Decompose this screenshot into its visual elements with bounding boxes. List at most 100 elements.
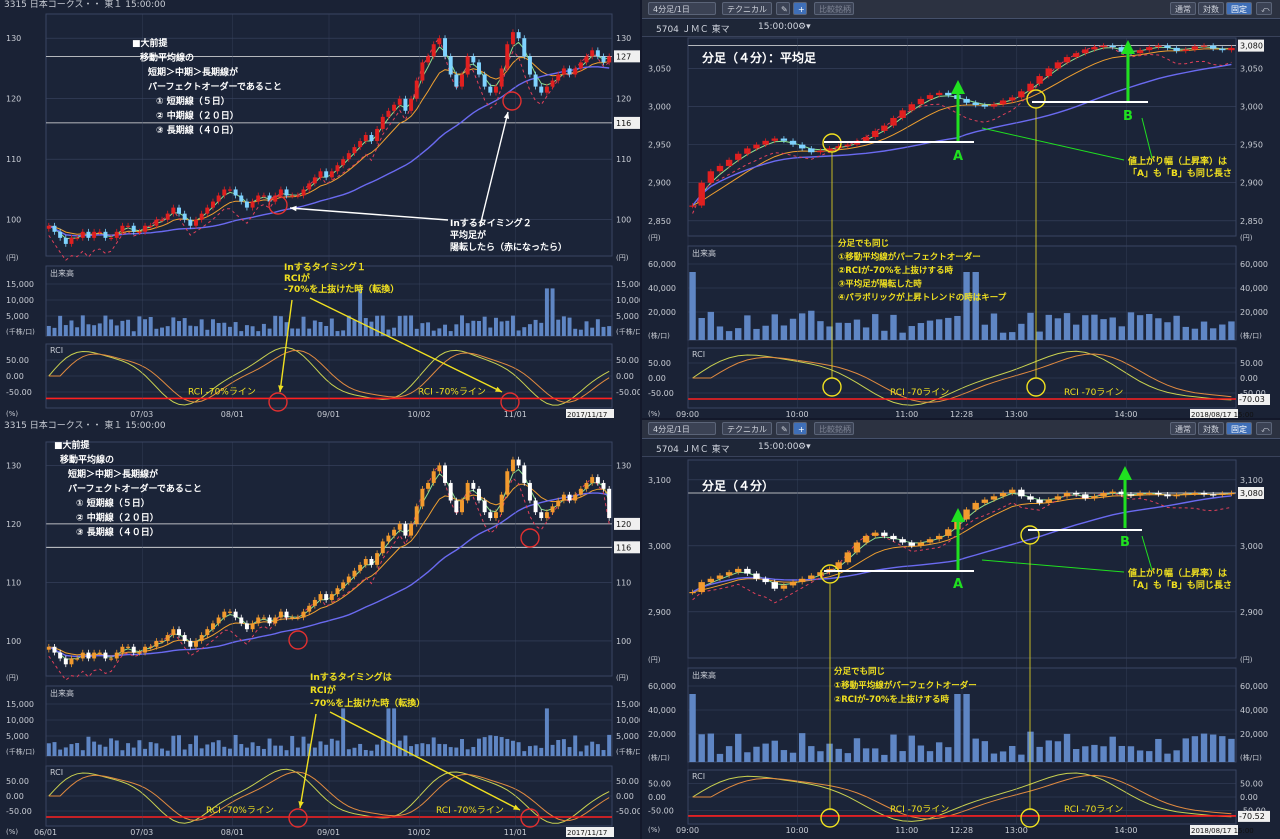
volume-bar xyxy=(561,739,566,756)
settings-gear-icon[interactable]: ⚙▾ xyxy=(798,442,811,452)
volume-bar xyxy=(312,320,317,336)
candle-body xyxy=(63,658,68,665)
volume-bar xyxy=(595,744,600,756)
settings-gear-icon[interactable]: ⚙▾ xyxy=(798,22,811,32)
undo-icon[interactable]: ⤺ xyxy=(1256,2,1272,15)
price-tick-left: 3,050 xyxy=(648,64,671,73)
candle-body xyxy=(945,529,952,536)
candle-body xyxy=(689,592,696,594)
price-marker-badge xyxy=(614,517,640,530)
crosshair-icon[interactable]: + xyxy=(793,2,807,15)
price-tick-right: 120 xyxy=(616,95,631,104)
volume-bar xyxy=(86,324,91,336)
candle-body xyxy=(516,459,521,466)
technical-button[interactable]: テクニカル xyxy=(722,422,772,435)
timing2-arrow xyxy=(289,207,449,221)
chart-canvas[interactable]: 3,050 3,050 3,000 3,000 2,950 2,950 2,900 2,900… xyxy=(642,0,1280,418)
price-tick-right: 3,000 xyxy=(1240,103,1263,112)
volume-bar xyxy=(826,326,833,340)
volume-bar xyxy=(539,322,544,336)
volume-bar xyxy=(1191,328,1199,340)
candle-body xyxy=(522,38,527,57)
price-unit-label: (円) xyxy=(648,234,661,242)
volume-bar xyxy=(69,320,74,336)
symbol-header: 5704 ＪＭＣ 東マ xyxy=(656,445,730,455)
candle-body xyxy=(567,68,572,75)
candle-body xyxy=(120,646,125,653)
volume-bar xyxy=(386,329,391,336)
volume-bar xyxy=(753,746,760,762)
candle-body xyxy=(899,539,906,543)
chart-canvas[interactable]: 130130120120110110100100(円)(円)120116出来高1… xyxy=(0,418,640,839)
compare-button[interactable]: 比較銘柄 xyxy=(814,2,854,15)
price-marker-label: 127 xyxy=(616,52,631,61)
candle-body xyxy=(698,182,705,206)
undo-icon[interactable]: ⤺ xyxy=(1256,422,1272,435)
volume-bar xyxy=(420,743,425,756)
candle-body xyxy=(590,477,595,483)
candle-body xyxy=(97,231,102,233)
pencil-icon[interactable]: ✎ xyxy=(776,422,790,435)
mode-log-button[interactable]: 対数 xyxy=(1198,422,1224,435)
mode-log-button[interactable]: 対数 xyxy=(1198,2,1224,15)
candle-body xyxy=(97,652,102,654)
volume-bar xyxy=(808,310,815,340)
volume-bar xyxy=(1109,736,1116,762)
mode-fixed-button[interactable]: 固定 xyxy=(1226,422,1252,435)
candle-body xyxy=(707,578,715,583)
pencil-icon[interactable]: ✎ xyxy=(776,2,790,15)
volume-bar xyxy=(148,742,153,756)
volume-bar xyxy=(872,314,879,340)
candle-body xyxy=(539,512,544,519)
candle-body xyxy=(1228,493,1235,495)
volume-tick-left: 10,000 xyxy=(6,296,34,305)
volume-bar xyxy=(369,750,374,756)
candle-body xyxy=(817,150,824,153)
volume-bar xyxy=(707,733,715,762)
candle-body xyxy=(86,231,91,238)
chart-canvas[interactable]: 130 130 120 120 110 110 100 100 (円) (円) 127 116 出来高 1… xyxy=(0,0,640,418)
premise-note: 短期＞中期＞長期線が xyxy=(148,66,239,78)
candle-body xyxy=(744,148,751,154)
volume-bar xyxy=(290,328,295,336)
volume-bar xyxy=(917,323,925,340)
candle-body xyxy=(363,559,368,565)
method-note: 分足でも同じ xyxy=(838,238,889,249)
candle-body xyxy=(527,482,532,501)
candle-body xyxy=(295,617,300,619)
rci-line-label: RCI -70ライン xyxy=(890,387,949,398)
volume-bar xyxy=(392,708,397,756)
candle-body xyxy=(437,465,442,472)
volume-bar xyxy=(881,754,888,762)
x-tick: 13:00 xyxy=(1005,826,1028,835)
chart-canvas[interactable]: 3,100 3,100 3,000 3,000 2,900 2,900 (円) (円) 3,08… xyxy=(642,420,1280,839)
volume-bar xyxy=(689,272,696,340)
interval-select[interactable]: 4分足/1日 xyxy=(648,422,716,435)
price-unit-label: (円) xyxy=(1240,656,1253,664)
candle-body xyxy=(307,605,312,612)
rci-unit-label: (%) xyxy=(6,410,18,418)
candle-body xyxy=(1091,47,1098,50)
candle-body xyxy=(386,535,391,542)
candle-body xyxy=(380,116,385,129)
candle-body xyxy=(1036,76,1043,84)
mode-fixed-button[interactable]: 固定 xyxy=(1226,2,1252,15)
price-tick-right: 2,950 xyxy=(1240,141,1263,150)
price-tick-right: 100 xyxy=(616,637,631,646)
technical-button[interactable]: テクニカル xyxy=(722,2,772,15)
interval-select[interactable]: 4分足/1日 xyxy=(648,2,716,15)
chart-panel-top-right: 4分足/1日 テクニカル ✎ + 比較銘柄 通常 対数 固定 ⤺ 5704 ＪＭ… xyxy=(642,0,1280,418)
crosshair-icon[interactable]: + xyxy=(793,422,807,435)
volume-bar xyxy=(493,317,498,336)
mode-normal-button[interactable]: 通常 xyxy=(1170,2,1196,15)
volume-bar xyxy=(199,748,204,756)
symbol-header: 3315 日本コークス・・ 東１ 15:00:00 xyxy=(4,0,166,10)
volume-bar xyxy=(533,319,538,336)
volume-bar xyxy=(527,746,532,756)
candle-body xyxy=(397,523,402,530)
volume-bar xyxy=(409,315,414,336)
volume-bar xyxy=(75,327,80,336)
compare-button[interactable]: 比較銘柄 xyxy=(814,422,854,435)
rci-tick-right: 0.00 xyxy=(1240,793,1258,802)
mode-normal-button[interactable]: 通常 xyxy=(1170,422,1196,435)
